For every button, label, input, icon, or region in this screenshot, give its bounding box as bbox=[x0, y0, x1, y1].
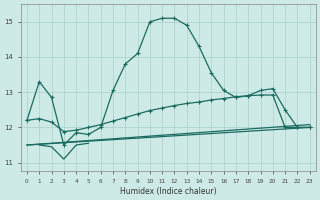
X-axis label: Humidex (Indice chaleur): Humidex (Indice chaleur) bbox=[120, 187, 217, 196]
